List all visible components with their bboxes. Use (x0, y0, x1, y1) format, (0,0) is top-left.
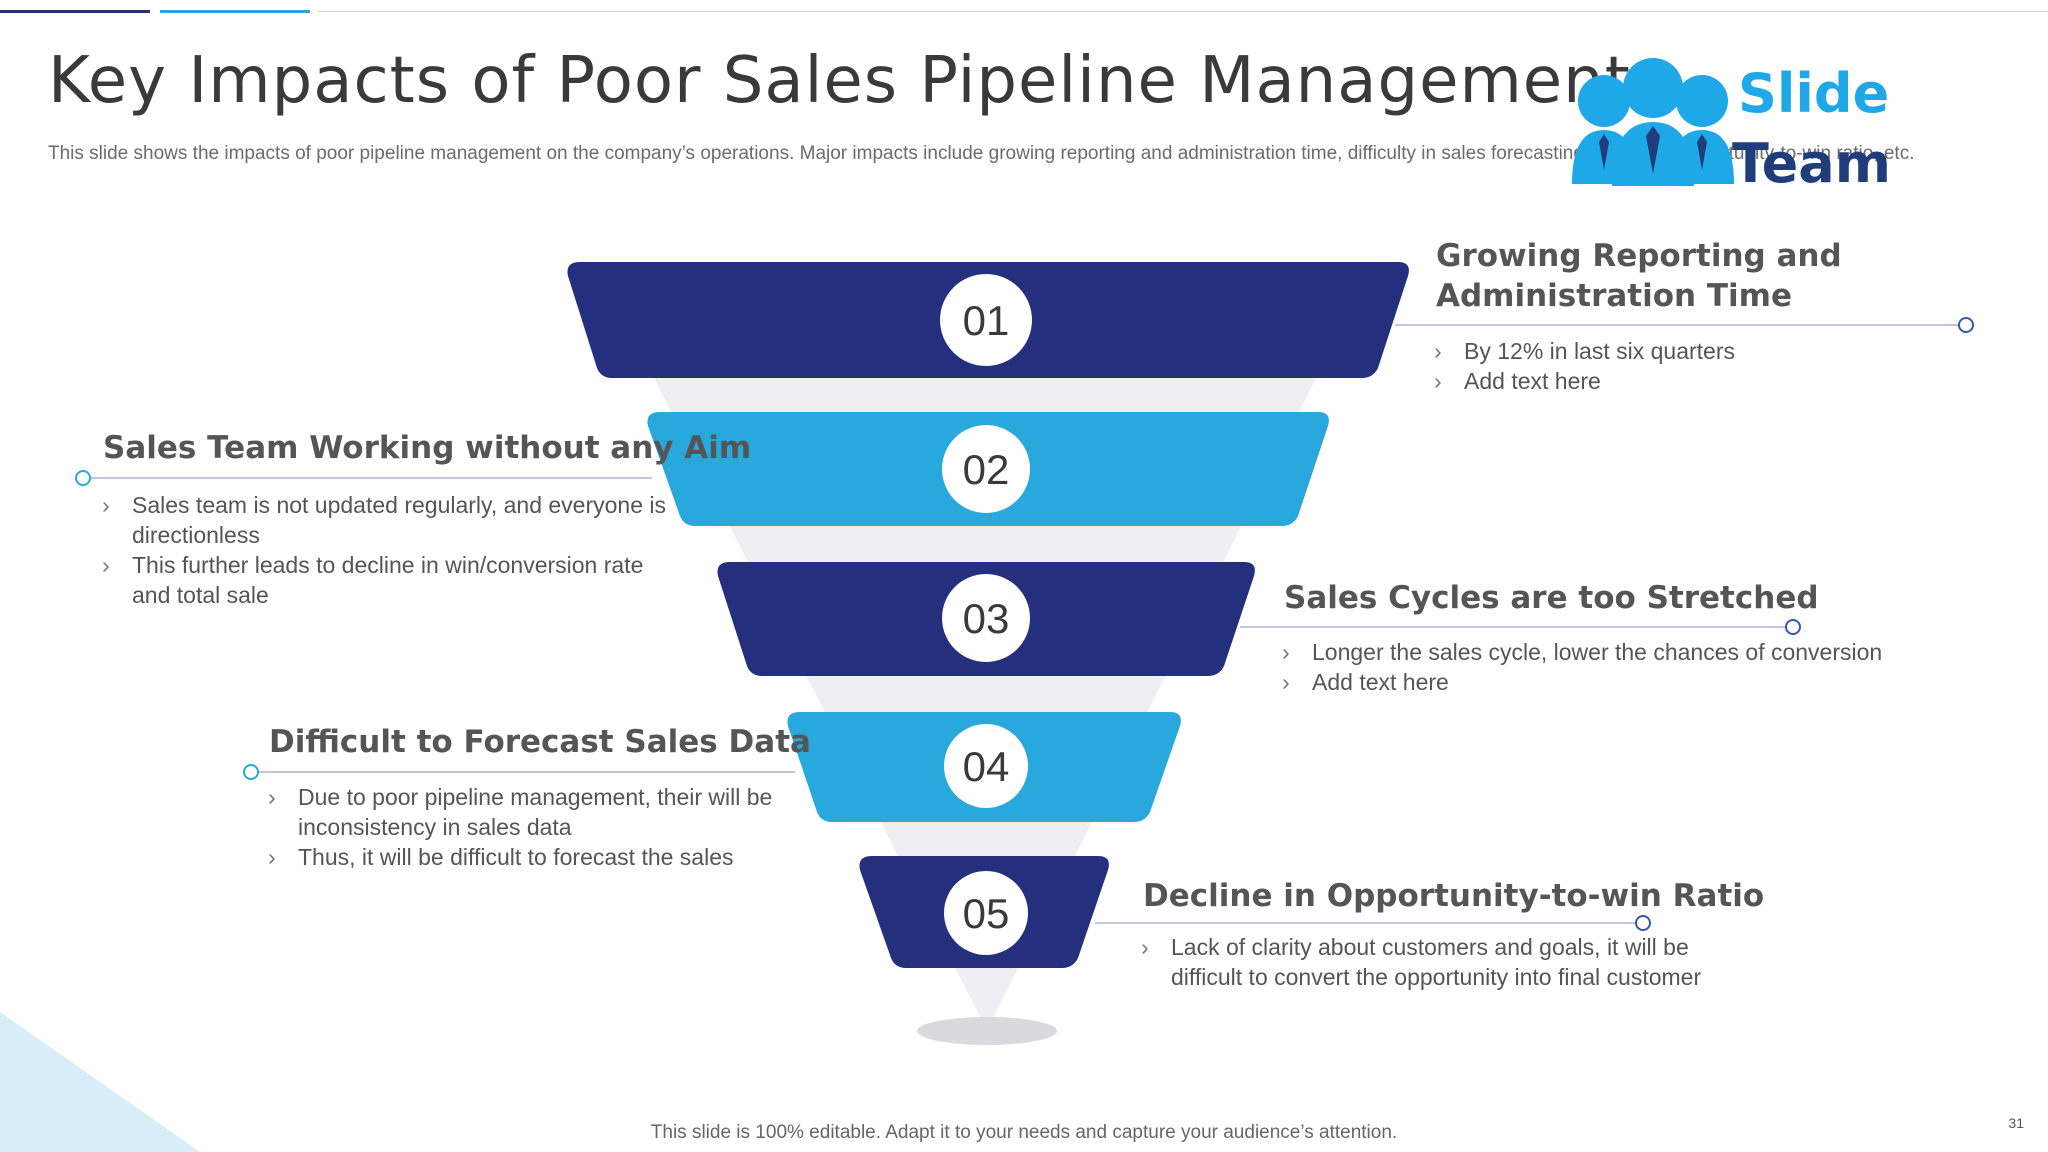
slideteam-logo: Slide Team (1568, 56, 1891, 195)
stage-04-bullets: Due to poor pipeline management, their w… (268, 782, 798, 872)
slide-subtitle: This slide shows the impacts of poor pip… (48, 143, 1915, 164)
list-item: By 12% in last six quarters (1434, 336, 1994, 366)
list-item: Add text here (1434, 366, 1994, 396)
stage-01-bullets: By 12% in last six quarters Add text her… (1434, 336, 1994, 396)
number-circle-01 (940, 274, 1032, 366)
stage-number-01: 01 (963, 297, 1010, 344)
number-circle-04 (944, 724, 1028, 808)
page-number: 31 (2008, 1115, 2024, 1131)
logo-word-team: Team (1732, 132, 1891, 195)
stage-number-03: 03 (963, 595, 1010, 642)
connector-dot-05 (1635, 915, 1651, 931)
number-circle-02 (942, 425, 1030, 513)
funnel-cone (650, 370, 1320, 1030)
funnel-base-shadow (917, 1017, 1057, 1045)
connector-dot-03 (1785, 619, 1801, 635)
list-item: Due to poor pipeline management, their w… (268, 782, 798, 842)
stage-03-heading: Sales Cycles are too Stretched (1284, 580, 1819, 616)
stage-01-heading: Growing Reporting and Administration Tim… (1436, 238, 1842, 314)
slide-title: Key Impacts of Poor Sales Pipeline Manag… (48, 44, 1631, 118)
number-circle-05 (944, 871, 1028, 955)
top-accent-bar-dark (0, 10, 150, 13)
corner-decoration (0, 1012, 200, 1152)
list-item: Sales team is not updated regularly, and… (102, 490, 672, 550)
stage-02-bullets: Sales team is not updated regularly, and… (102, 490, 672, 610)
team-people-icon (1572, 58, 1734, 186)
connector-dot-01 (1958, 317, 1974, 333)
stage-number-04: 04 (963, 743, 1010, 790)
stage-02-heading: Sales Team Working without any Aim (103, 430, 752, 466)
number-circle-03 (942, 574, 1030, 662)
stage-04-heading: Difficult to Forecast Sales Data (269, 724, 811, 760)
list-item: Add text here (1282, 667, 1942, 697)
stage-05-heading: Decline in Opportunity-to-win Ratio (1143, 878, 1765, 914)
list-item: Lack of clarity about customers and goal… (1141, 932, 1741, 992)
connector-dot-04 (243, 764, 259, 780)
top-rule (318, 11, 2048, 12)
top-accent-bar-light (160, 10, 310, 13)
logo-word-slide: Slide (1738, 62, 1890, 125)
stage-number-02: 02 (963, 446, 1010, 493)
connector-dot-02 (75, 470, 91, 486)
stage-03-bullets: Longer the sales cycle, lower the chance… (1282, 637, 1942, 697)
list-item: Thus, it will be difficult to forecast t… (268, 842, 798, 872)
list-item: Longer the sales cycle, lower the chance… (1282, 637, 1942, 667)
stage-05-bullets: Lack of clarity about customers and goal… (1141, 932, 1741, 992)
stage-number-05: 05 (963, 890, 1010, 937)
slide-footer: This slide is 100% editable. Adapt it to… (650, 1122, 1398, 1143)
list-item: This further leads to decline in win/con… (102, 550, 672, 610)
